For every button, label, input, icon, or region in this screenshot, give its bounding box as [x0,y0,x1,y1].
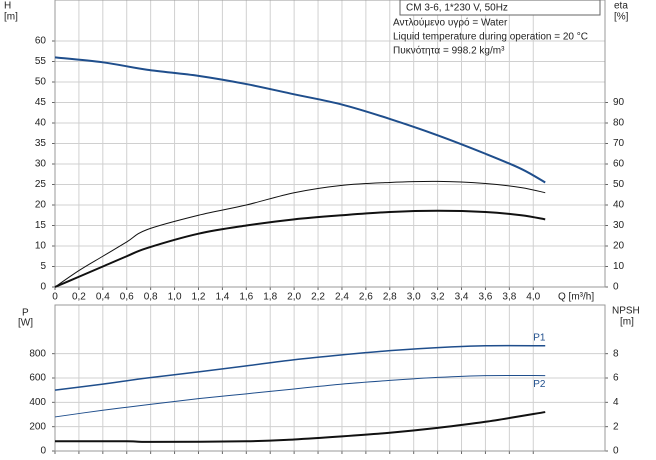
y-tick-label: 0 [40,446,46,457]
y-tick-label: 800 [29,348,46,359]
y-axis-label: P [22,308,29,319]
x-tick-label: 0 [52,292,58,303]
y2-tick-label: 2 [613,421,619,432]
y-axis-unit: [W] [18,318,33,329]
y2-tick-label: 40 [613,200,625,211]
y-tick-label: 60 [35,36,47,47]
y2-tick-label: 90 [613,97,625,108]
y-axis-unit: [m] [4,12,18,23]
curve [54,411,546,443]
y2-axis-label: NPSH [612,306,640,317]
y2-axis-unit: [m] [620,317,634,328]
curve [54,56,546,184]
title-box [399,0,601,16]
chart-title: CM 3-6, 1*230 V, 50Hz [406,3,508,14]
y2-tick-label: 8 [613,348,619,359]
y2-tick-label: 30 [613,220,625,231]
y2-tick-label: 50 [613,179,625,190]
x-tick-label: 0,4 [96,292,110,303]
y-tick-label: 55 [35,56,47,67]
y-tick-label: 600 [29,373,46,384]
x-axis-label: Q [m³/h] [558,292,594,303]
y2-tick-label: 80 [613,118,625,129]
y2-tick-label: 60 [613,159,625,170]
curve [54,344,546,391]
y2-tick-label: 4 [613,397,619,408]
plot-frame [54,304,606,452]
y-tick-label: 20 [35,200,47,211]
x-tick-label: 3,4 [455,292,469,303]
y-tick-label: 10 [35,241,47,252]
y-tick-label: 35 [35,138,47,149]
y2-tick-label: 10 [613,261,625,272]
curve-label: P1 [533,332,546,343]
y2-tick-label: 6 [613,373,619,384]
x-tick-label: 3,2 [431,292,445,303]
y-axis-label: H [4,1,11,12]
y2-tick-label: 0 [613,446,619,457]
x-tick-label: 1,6 [239,292,253,303]
x-tick-label: 2,0 [287,292,301,303]
x-tick-label: 1,8 [263,292,277,303]
curve-label: P2 [533,379,546,390]
y-tick-label: 200 [29,421,46,432]
x-tick-label: 3,6 [478,292,492,303]
x-tick-label: 2,2 [311,292,325,303]
x-tick-label: 0,8 [144,292,158,303]
x-tick-label: 2,6 [359,292,373,303]
y2-tick-label: 20 [613,241,625,252]
y2-tick-label: 70 [613,138,625,149]
y2-axis-unit: [%] [614,12,629,23]
y2-tick-label: 0 [613,282,619,293]
x-tick-label: 4,0 [526,292,540,303]
x-tick-label: 1,0 [168,292,182,303]
x-tick-label: 0,2 [72,292,86,303]
y-tick-label: 5 [40,261,46,272]
y-tick-label: 25 [35,179,47,190]
y-tick-label: 45 [35,97,47,108]
curve [54,180,546,288]
x-tick-label: 2,8 [383,292,397,303]
y-tick-label: 50 [35,77,47,88]
annotation: Αντλούμενο υγρό = Water [393,17,508,29]
x-tick-label: 1,2 [192,292,206,303]
x-tick-label: 3,0 [407,292,421,303]
y2-axis-label: eta [614,1,628,12]
x-tick-label: 0,6 [120,292,134,303]
y-tick-label: 40 [35,118,47,129]
x-tick-label: 3,8 [502,292,516,303]
plots: 0 0,2 0,4 0,6 0,8 1,0 1,2 1,4 1,6 1,8 2,0 2,2 2,4 2,6… [29,0,625,457]
annotation: Πυκνότητα = 998.2 kg/m³ [393,45,505,57]
y-tick-label: 400 [29,397,46,408]
y-tick-label: 30 [35,159,47,170]
x-tick-label: 2,4 [335,292,349,303]
curve [54,374,546,418]
annotation: Liquid temperature during operation = 20… [393,32,588,43]
curve [54,209,546,288]
y-tick-label: 15 [35,220,47,231]
x-tick-label: 1,4 [215,292,229,303]
plot-frame [54,0,606,288]
y-tick-label: 0 [40,282,46,293]
